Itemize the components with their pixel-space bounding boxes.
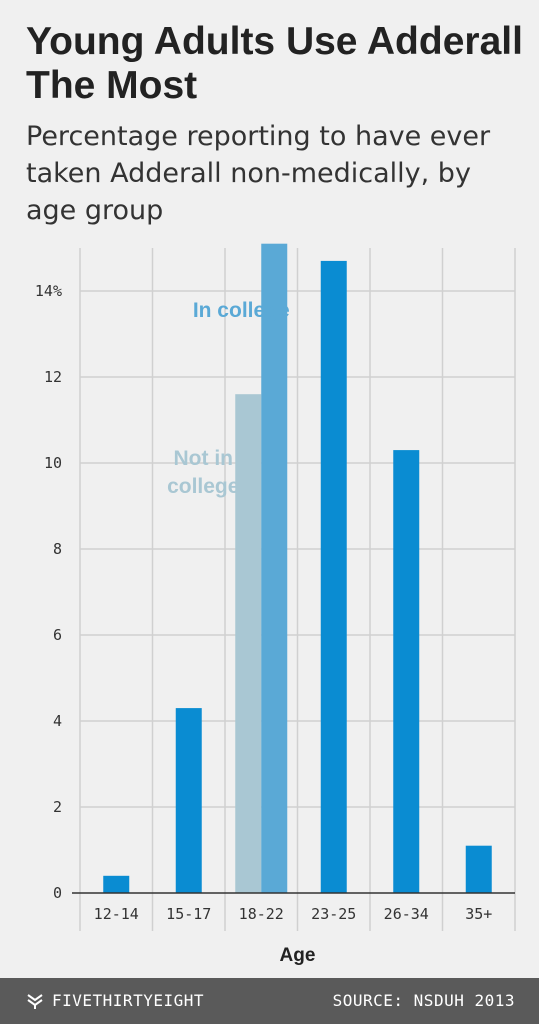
annotation-not-in-college-line: college: [167, 475, 239, 498]
y-tick-label: 10: [44, 454, 62, 472]
bar-12-14: [103, 875, 130, 893]
y-axis-ticks: 0 2 4 6 8 10 12 14%: [35, 282, 62, 902]
x-tick-label: 18-22: [239, 905, 284, 923]
y-tick-label: 12: [44, 368, 62, 386]
y-tick-label: 2: [53, 798, 62, 816]
x-tick-label: 12-14: [94, 905, 139, 923]
bar-18-22-in-college: [261, 243, 288, 893]
chart-title: Young Adults Use Adderall The Most: [26, 20, 523, 107]
x-axis-label: Age: [280, 945, 316, 966]
footer-bar: FIVETHIRTYEIGHT SOURCE: NSDUH 2013: [0, 978, 539, 1024]
x-tick-label: 15-17: [166, 905, 211, 923]
bar-18-22-not-in-college: [235, 394, 262, 893]
y-tick-label: 6: [53, 626, 62, 644]
y-tick-label: 14%: [35, 282, 62, 300]
fivethirtyeight-logo-icon: [27, 993, 43, 1009]
x-tick-label: 35+: [465, 905, 492, 923]
bar-15-17: [175, 708, 202, 893]
footer-brand: FIVETHIRTYEIGHT: [26, 991, 204, 1010]
x-tick-label: 26-34: [384, 905, 429, 923]
bar-23-25: [320, 260, 347, 893]
grid-lines: [79, 248, 516, 931]
bar-26-34: [393, 450, 420, 893]
annotation-in-college: In college: [193, 299, 290, 322]
y-tick-label: 4: [53, 712, 62, 730]
footer-brand-label: FIVETHIRTYEIGHT: [52, 991, 204, 1010]
x-tick-label: 23-25: [311, 905, 356, 923]
annotations: In college Not in college: [167, 299, 290, 498]
chart-subtitle: Percentage reporting to have ever taken …: [26, 121, 491, 226]
y-tick-label: 8: [53, 540, 62, 558]
bar-chart: 0 2 4 6 8 10 12 14% 12-14 15-17 18-22 23-25 26-34 35…: [35, 243, 516, 966]
annotation-not-in-college-line: Not in: [174, 447, 233, 470]
bars: [103, 243, 492, 893]
x-axis-ticks: 12-14 15-17 18-22 23-25 26-34 35+: [94, 905, 493, 923]
footer-source: SOURCE: NSDUH 2013: [332, 991, 515, 1010]
bar-35+: [465, 845, 492, 893]
y-tick-label: 0: [53, 884, 62, 902]
